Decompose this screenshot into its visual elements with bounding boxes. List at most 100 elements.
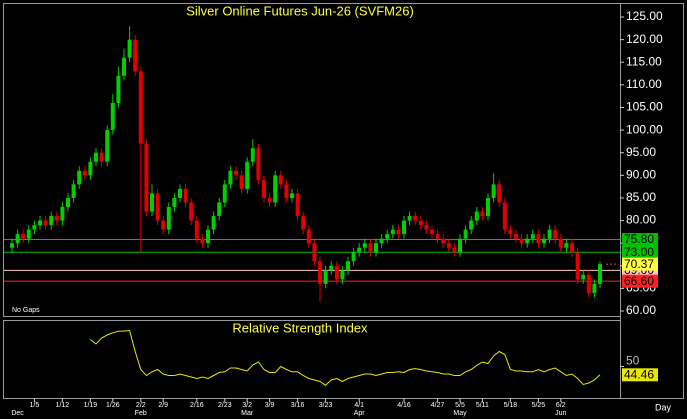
x-tick-label: 5/18 xyxy=(504,402,518,409)
candle-body xyxy=(150,193,154,212)
y-tick-label: 100.00 xyxy=(626,122,663,136)
x-tick-label: 1/5 xyxy=(30,402,40,409)
x-tick-label: 4/27 xyxy=(431,402,445,409)
candle-body xyxy=(228,170,233,185)
x-tick-label: 1/26 xyxy=(106,402,120,409)
candle-body xyxy=(525,238,530,244)
candle-body xyxy=(592,283,597,293)
candle-body xyxy=(480,211,485,217)
candle-body xyxy=(32,225,37,230)
candle-body xyxy=(166,206,171,230)
y-tick-label: 60.00 xyxy=(626,303,656,317)
candle-body xyxy=(94,152,98,162)
x-tick-label: 2/23 xyxy=(218,402,232,409)
candle-body xyxy=(49,216,54,226)
x-tick-label: 1/19 xyxy=(84,402,98,409)
level-label: 66.60 xyxy=(624,274,654,288)
x-tick-label: 4/1 xyxy=(354,402,364,409)
candle-body xyxy=(542,238,546,244)
candle-body xyxy=(88,161,93,176)
x-tick-label: 2/2 xyxy=(136,402,146,409)
candle-body xyxy=(530,234,535,239)
level-label-box xyxy=(622,245,658,259)
candle-body xyxy=(357,247,362,253)
candle-body xyxy=(441,238,446,244)
candle-body xyxy=(396,229,401,235)
candle-body xyxy=(486,197,490,217)
candle-body xyxy=(256,148,261,180)
level-label: 73.00 xyxy=(624,245,654,259)
candle-body xyxy=(66,197,70,207)
candle-body xyxy=(424,225,429,230)
candle-body xyxy=(452,247,457,253)
candle-body xyxy=(519,238,524,244)
y-tick-label: 110.00 xyxy=(626,77,662,91)
last-price-label: 70.37 xyxy=(624,257,654,271)
axis-panel xyxy=(620,3,684,399)
y-tick-label: 105.00 xyxy=(626,100,663,114)
month-label: Dec xyxy=(11,410,24,417)
candle-body xyxy=(586,274,591,293)
y-tick-label: 50 xyxy=(626,354,640,368)
candle-body xyxy=(262,179,266,198)
month-label: Jun xyxy=(555,410,566,417)
y-tick-label: 120.00 xyxy=(626,32,663,46)
x-tick-label: 1/12 xyxy=(56,402,70,409)
candle-body xyxy=(110,102,115,131)
y-tick-label: 85.00 xyxy=(626,190,656,204)
y-tick-label: 90.00 xyxy=(626,168,656,182)
candle-body xyxy=(144,143,149,212)
candle-body xyxy=(329,265,334,271)
candle-body xyxy=(217,202,222,217)
chart-title: Silver Online Futures Jun-26 (SVFM26) xyxy=(186,3,414,18)
candle-body xyxy=(82,170,87,176)
candle-body xyxy=(379,238,384,244)
candle-body xyxy=(245,161,250,189)
candle-body xyxy=(273,175,278,203)
candle-body xyxy=(301,216,306,230)
last-price-box xyxy=(622,257,658,271)
candle-body xyxy=(267,197,272,203)
candle-body xyxy=(290,193,294,198)
candle-body xyxy=(133,39,138,72)
y-tick-label: 95.00 xyxy=(626,145,656,159)
candle-body xyxy=(368,243,373,253)
candle-body xyxy=(161,220,166,230)
candle-body xyxy=(390,229,395,235)
candle-body xyxy=(278,175,283,185)
candle-body xyxy=(553,229,558,239)
candle-body xyxy=(435,234,440,239)
candle-body xyxy=(21,234,26,239)
candle-body xyxy=(211,216,216,230)
x-tick-label: 2/16 xyxy=(190,402,204,409)
candle-body xyxy=(10,243,14,248)
gaps-note: No Gaps xyxy=(12,307,40,314)
candle-body xyxy=(502,202,507,230)
x-tick-label: 3/2 xyxy=(242,402,252,409)
month-label: May xyxy=(453,410,467,417)
candle-body xyxy=(306,229,311,244)
candle-body xyxy=(71,184,76,198)
month-label: Mar xyxy=(241,410,254,417)
candle-body xyxy=(172,197,177,207)
candle-body xyxy=(346,261,350,271)
candle-body xyxy=(15,234,20,244)
candle-body xyxy=(323,270,328,284)
month-label: Apr xyxy=(354,410,366,417)
candle-body xyxy=(60,206,65,221)
candle-body xyxy=(206,229,210,244)
candle-body xyxy=(189,202,194,221)
x-tick-label: 5/5 xyxy=(455,402,465,409)
candle-body xyxy=(295,193,300,217)
candle-body xyxy=(430,229,434,235)
x-tick-label: 6/2 xyxy=(556,402,566,409)
x-tick-label: 3/9 xyxy=(265,402,275,409)
x-tick-label: 5/25 xyxy=(532,402,546,409)
rsi-value-label: 44.46 xyxy=(624,367,654,381)
candle-body xyxy=(122,57,126,76)
candle-body xyxy=(178,188,182,198)
candle-body xyxy=(463,229,468,239)
candle-body xyxy=(26,229,31,239)
x-tick-label: 5/11 xyxy=(476,402,489,409)
